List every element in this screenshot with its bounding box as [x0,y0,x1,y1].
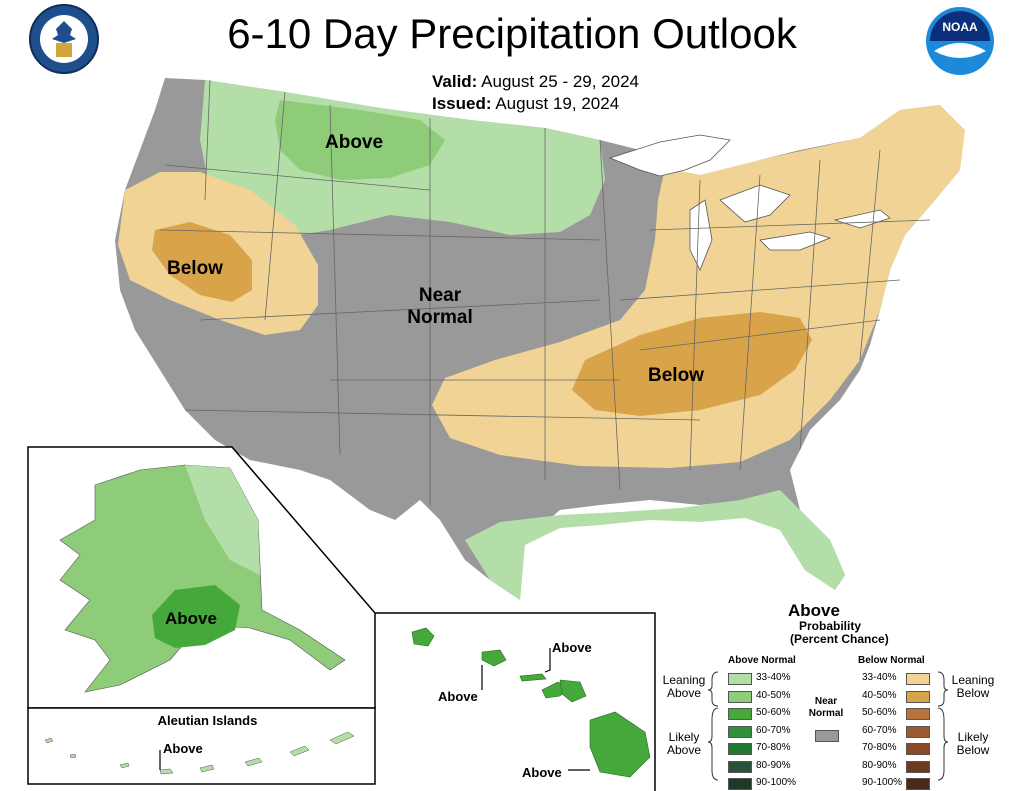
label-near-normal-line1: Near [418,285,462,306]
legend-near-normal-line2: Normal [808,708,844,719]
legend-near-normal-line1: Near [814,696,838,707]
issued-label: Issued: [432,94,492,113]
north-above-medium [275,100,445,180]
legend-above-header: Above Normal [728,655,796,666]
aleutian-islands [44,731,355,775]
legend-title: Above [788,601,840,620]
legend-likely-above-line1: Likely [668,730,700,744]
southeast-below-medium [572,312,812,416]
legend-leaning-below-line1: Leaning [951,673,995,687]
legend-leaning-below: Leaning Below [950,674,996,700]
legend-likely-above: Likely Above [662,731,706,757]
label-aleutian-above: Above [163,741,203,756]
label-near-normal-line2: Normal [407,307,473,328]
commerce-seal-icon [29,4,99,74]
legend-below-braces [937,671,949,781]
legend-above-swatch-7 [728,778,752,790]
hawaii-pointer-lines [481,648,590,771]
label-hawaii-above-3: Above [522,765,562,780]
legend-leaning-above: Leaning Above [662,674,706,700]
valid-dates: August 25 - 29, 2024 [481,72,639,91]
legend-below-swatch-5 [906,743,930,755]
aleutian-inset-title: Aleutian Islands [157,713,258,728]
label-southeast-below: Below [648,365,704,386]
legend-below-header: Below Normal [858,655,925,666]
issued-date: August 19, 2024 [495,94,620,113]
legend-above-swatch-1 [728,673,752,685]
legend-below-range-2: 40-50% [862,689,897,701]
state-boundaries [159,79,931,505]
legend-above-range-3: 50-60% [756,707,791,718]
legend-leaning-above-line1: Leaning [662,673,706,687]
legend-below-swatch-7 [906,778,930,790]
legend-likely-below: Likely Below [950,731,996,757]
legend-leaning-below-line2: Below [956,686,990,700]
legend-below-range-3: 50-60% [862,707,897,718]
legend-above-swatch-6 [728,760,752,773]
great-lakes [608,134,891,271]
legend-likely-above-line2: Above [666,743,702,757]
label-west-below: Below [167,258,223,279]
legend-below-range-5: 70-80% [862,742,897,753]
legend-above-swatch-4 [728,725,752,738]
hawaii-inset-frame [375,612,656,791]
alaska-above-strong [152,585,240,648]
legend-above-braces [707,671,719,781]
alaska-above-light [185,465,260,575]
issued-line: Issued: August 19, 2024 [432,94,619,114]
legend-likely-below-line1: Likely [957,730,989,744]
legend-below-swatch-3 [906,708,930,720]
valid-label: Valid: [432,72,478,91]
legend-below-range-7: 90-100% [862,777,903,788]
legend-above-range-7: 90-100% [756,777,797,788]
legend-probability-line2: (Percent Chance) [790,632,889,646]
legend-below-range-4: 60-70% [862,724,897,736]
legend-above-range-1: 33-40% [756,672,791,683]
label-alaska-above: Above [165,609,217,628]
map-title: 6-10 Day Precipitation Outlook [227,10,797,57]
label-near-normal: Near Normal [400,285,480,329]
legend-likely-below-line2: Below [956,743,990,757]
legend-below-range-1: 33-40% [862,672,897,683]
legend-probability-line1: Probability [798,619,861,633]
legend-above-swatch-5 [728,743,752,755]
legend-below-swatch-1 [906,673,930,685]
legend-probability: Probability (Percent Chance) [790,619,889,646]
legend-above-range-2: 40-50% [756,689,791,701]
legend-below-swatch-4 [906,725,930,738]
southeast-below-light [432,105,965,468]
noaa-logo-text: NOAA [942,20,978,34]
label-hawaii-above-1: Above [552,640,592,655]
legend-above-range-5: 70-80% [756,742,791,753]
valid-line: Valid: August 25 - 29, 2024 [432,72,639,92]
legend-below-swatch-2 [906,690,930,703]
legend-above-range-4: 60-70% [756,724,791,736]
label-hawaii-above-2: Above [438,689,478,704]
legend-below-swatch-6 [906,760,930,773]
label-north-above: Above [325,132,384,153]
legend-near-normal-swatch [815,730,839,742]
legend-above-swatch-3 [728,708,752,720]
south-above-light [465,490,845,600]
hawaii-islands [411,627,651,778]
legend-below-range-6: 80-90% [862,759,897,771]
legend-above-swatch-2 [728,690,752,703]
noaa-logo-icon: NOAA [926,7,994,75]
west-below-medium [152,222,252,302]
legend-above-range-6: 80-90% [756,759,791,771]
legend-leaning-above-line2: Above [666,686,702,700]
legend-near-normal-label: Near Normal [808,696,844,720]
